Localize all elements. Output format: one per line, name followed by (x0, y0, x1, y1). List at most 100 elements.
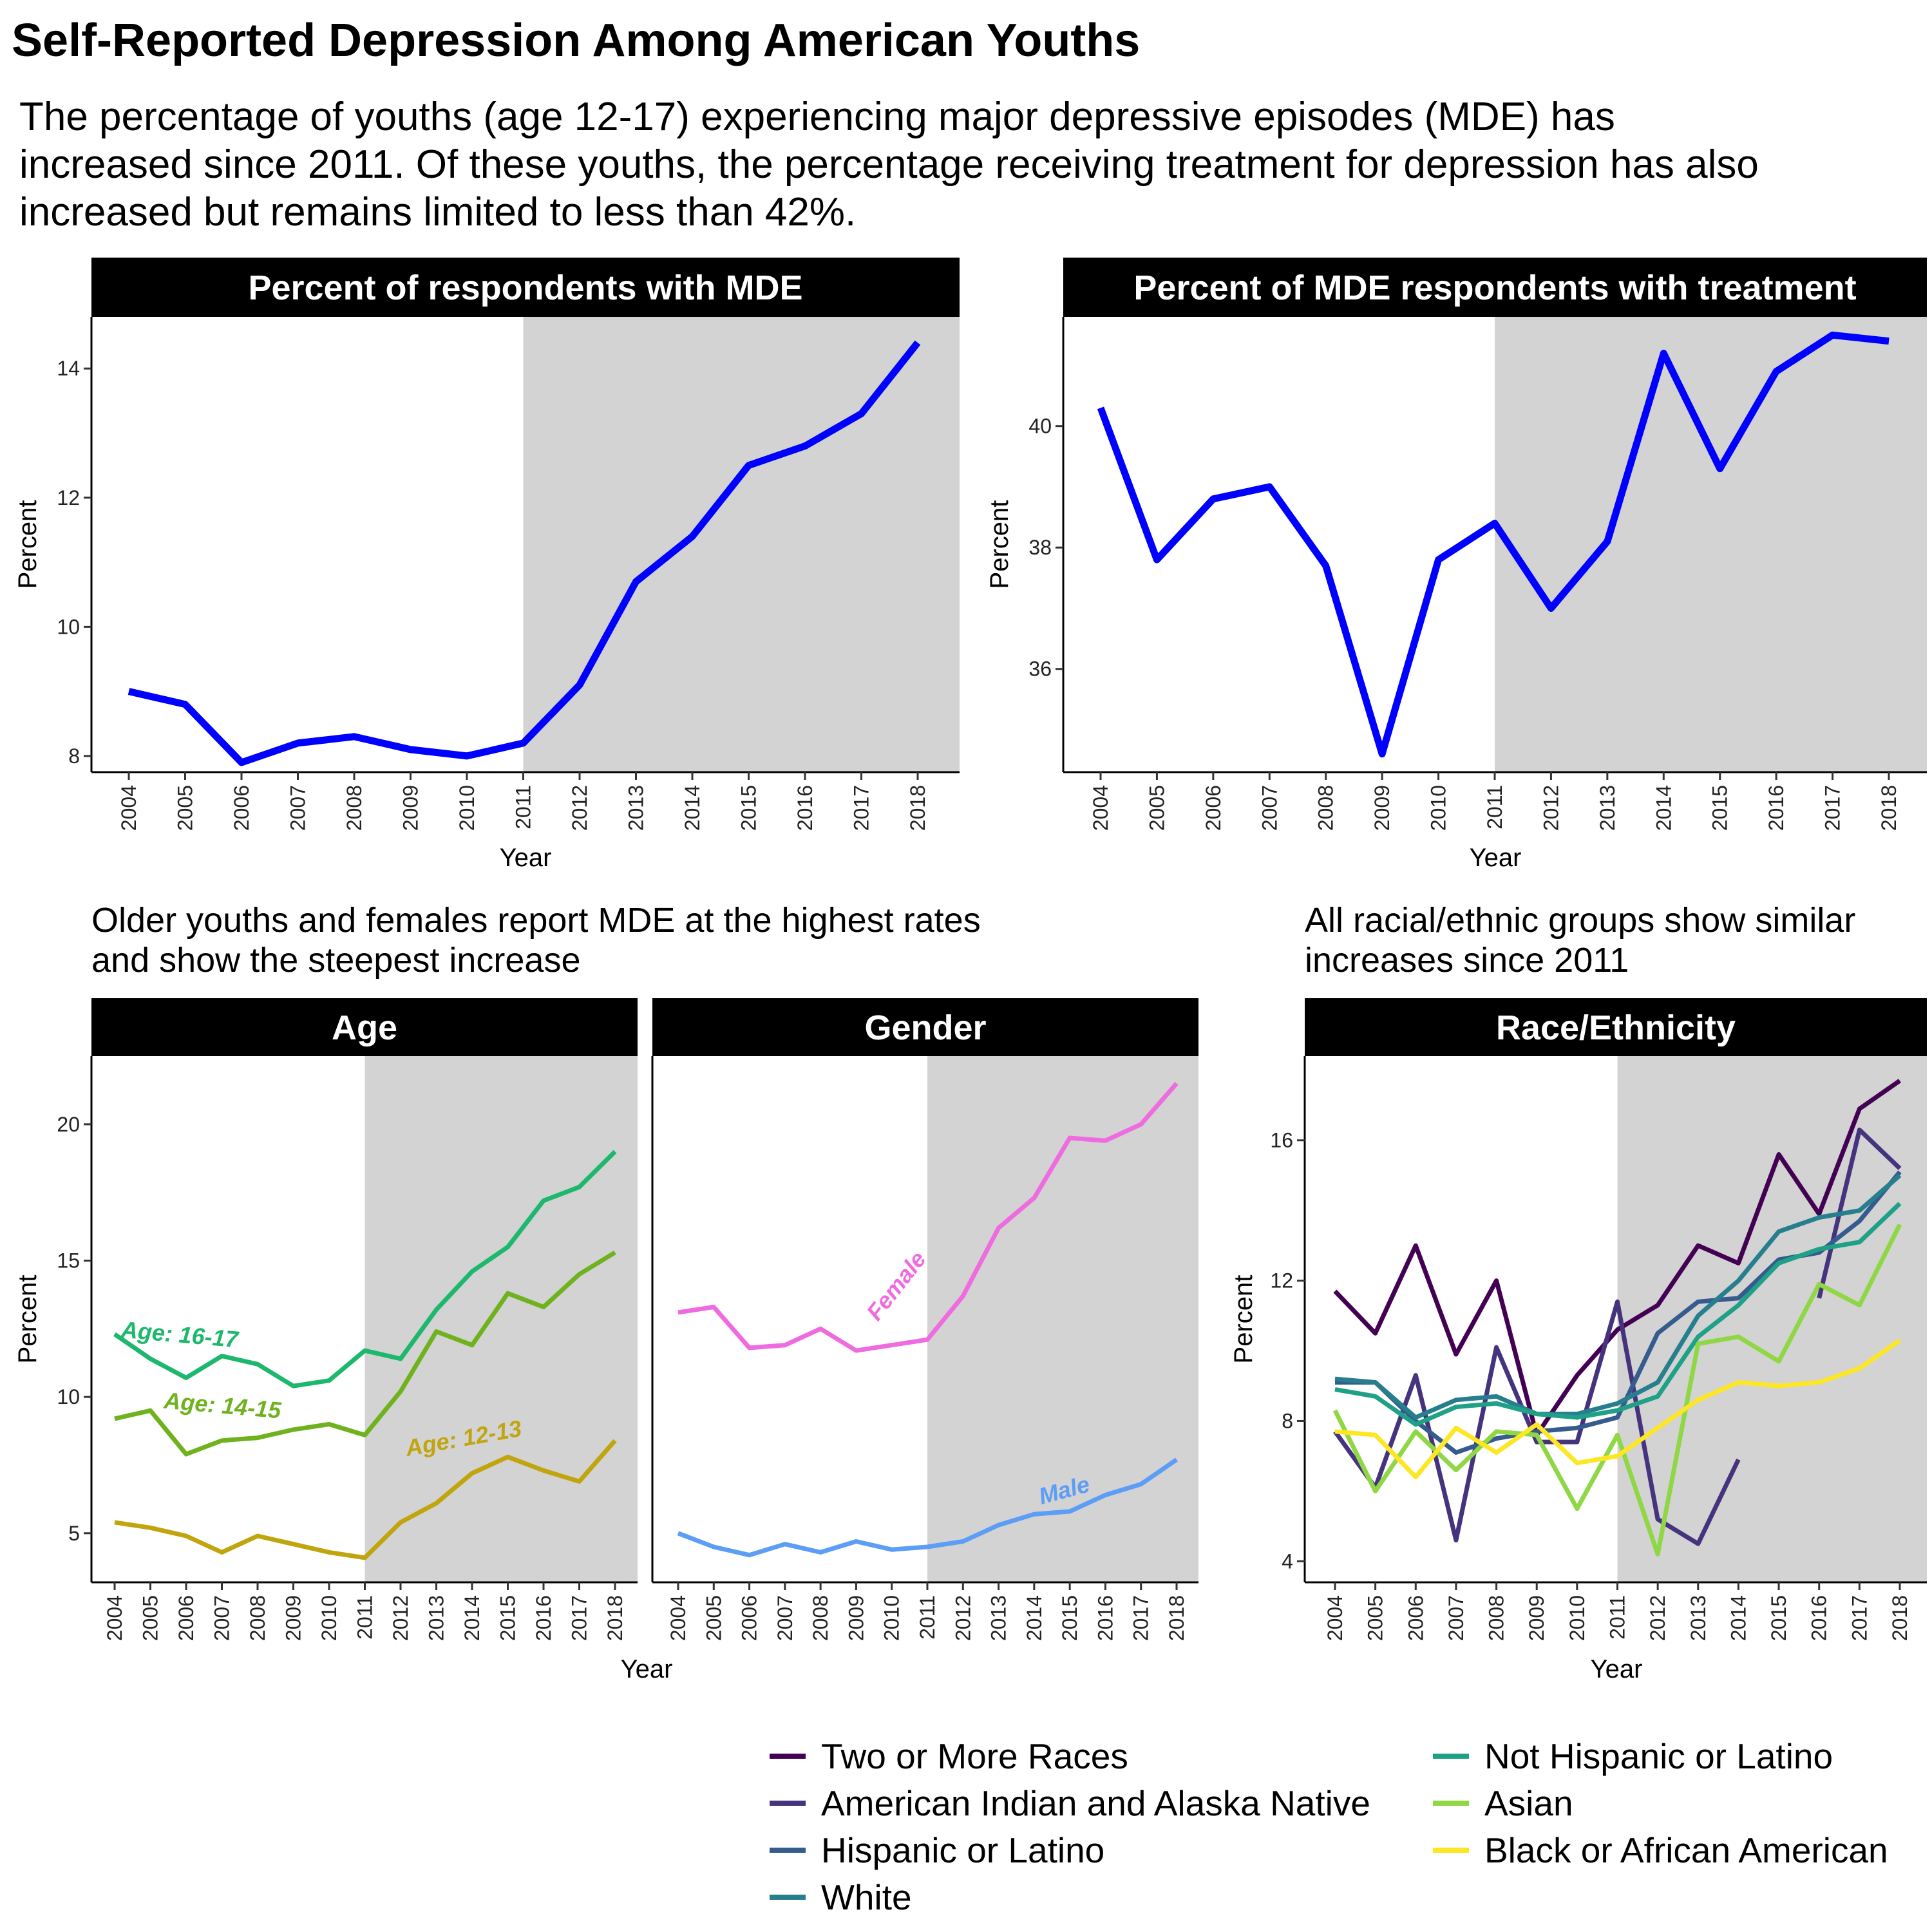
panel-title: Gender (864, 1009, 986, 1047)
series-line (114, 1439, 617, 1560)
y-tick-label: 5 (68, 1522, 80, 1545)
series-line (1334, 1338, 1902, 1480)
panel-race: Race/Ethnicity 4 8 12 16 2004 2005 2006 2007 2008… (1229, 998, 1927, 1683)
series-direct-label: Female (861, 1246, 931, 1325)
x-tick-label: 2016 (1808, 1595, 1831, 1641)
x-tick-label: 2005 (702, 1595, 725, 1641)
x-tick-label: 2006 (175, 1595, 198, 1641)
legend-label: American Indian and Alaska Native (821, 1783, 1370, 1823)
figure-subtitle: The percentage of youths (age 12-17) exp… (19, 93, 1919, 236)
series-line (1332, 1223, 1902, 1557)
series-direct-label: Age: 14-15 (162, 1387, 283, 1424)
series-direct-label: Age: 16-17 (120, 1316, 241, 1353)
x-tick-label: 2017 (1848, 1595, 1871, 1641)
x-tick-label: 2008 (809, 1595, 832, 1641)
series-line (113, 1150, 617, 1388)
x-tick-label: 2016 (532, 1595, 555, 1641)
x-tick-label: 2010 (1566, 1595, 1589, 1641)
caption-age-gender: Older youths and females report MDE at t… (91, 900, 981, 980)
x-tick-label: 2008 (343, 785, 366, 831)
x-tick-label: 2004 (1089, 785, 1112, 831)
x-tick-label: 2015 (497, 1595, 520, 1641)
x-tick-label: 2011 (916, 1595, 939, 1640)
x-tick-label: 2012 (1646, 1595, 1669, 1641)
x-tick-label: 2005 (174, 785, 197, 831)
y-tick-label: 4 (1282, 1549, 1293, 1573)
y-tick-label: 40 (1028, 415, 1052, 438)
series-line (1333, 1079, 1902, 1437)
x-tick-label: 2004 (117, 785, 140, 831)
panel-title: Race/Ethnicity (1496, 1009, 1736, 1047)
x-tick-label: 2010 (880, 1595, 904, 1641)
y-axis-title: Percent (1229, 1275, 1258, 1364)
x-tick-label: 2009 (1370, 785, 1394, 831)
x-tick-label: 2009 (282, 1595, 305, 1641)
subtitle-line: increased since 2011. Of these youths, t… (19, 142, 1759, 187)
x-tick-label: 2009 (1525, 1595, 1548, 1641)
legend-label: Two or More Races (821, 1736, 1128, 1776)
x-axis-title: Year (1470, 844, 1522, 872)
panel-gender: Gender 2004 2005 2006 2007 2008 2009 2010 2011 20… (621, 998, 1198, 1683)
x-tick-label: 2011 (1483, 785, 1506, 829)
x-tick-label: 2014 (681, 785, 704, 831)
caption-line: Older youths and females report MDE at t… (91, 901, 981, 940)
y-tick-label: 36 (1028, 658, 1052, 681)
y-axis-title: Percent (14, 1275, 42, 1364)
x-tick-label: 2008 (1485, 1595, 1508, 1641)
x-tick-label: 2015 (1767, 1595, 1790, 1641)
x-tick-label: 2017 (568, 1595, 591, 1641)
x-axis-title: Year (621, 1655, 673, 1683)
x-tick-label: 2006 (738, 1595, 761, 1641)
legend-label: Not Hispanic or Latino (1484, 1736, 1833, 1776)
panel-strip (1305, 998, 1927, 1056)
y-tick-label: 16 (1270, 1129, 1293, 1152)
figure-title: Self-Reported Depression Among American … (12, 15, 1141, 66)
subtitle-line: increased but remains limited to less th… (19, 190, 857, 234)
x-tick-label: 2014 (1727, 1595, 1750, 1641)
x-tick-label: 2013 (1596, 785, 1619, 831)
panel-mde: Percent of respondents with MDE 8 10 12 14 20… (14, 258, 960, 872)
x-tick-label: 2012 (1539, 785, 1562, 831)
series-line (1334, 1173, 1902, 1420)
x-axis-title: Year (500, 844, 552, 872)
y-tick-label: 12 (57, 486, 80, 509)
y-axis-title: Percent (14, 500, 42, 589)
x-tick-label: 2017 (1130, 1595, 1153, 1641)
x-tick-label: 2012 (951, 1595, 974, 1641)
x-tick-label: 2005 (1145, 785, 1168, 831)
x-tick-label: 2018 (1165, 1595, 1188, 1641)
panel-title: Age (332, 1009, 397, 1047)
x-axis-title: Year (1591, 1655, 1643, 1683)
shaded-period (1617, 1056, 1927, 1582)
panel-title: Percent of MDE respondents with treatmen… (1133, 269, 1856, 307)
x-tick-label: 2015 (1058, 1595, 1081, 1641)
x-tick-label: 2016 (1765, 785, 1788, 831)
shaded-period (1495, 317, 1927, 772)
series-line (677, 1457, 1178, 1558)
panel-strip (91, 998, 638, 1056)
y-tick-label: 10 (57, 1385, 80, 1408)
x-tick-label: 2015 (737, 785, 761, 831)
x-tick-label: 2008 (246, 1595, 269, 1641)
shaded-period (927, 1056, 1198, 1582)
x-tick-label: 2014 (1023, 1595, 1046, 1641)
y-tick-label: 20 (57, 1113, 80, 1136)
x-tick-label: 2010 (1427, 785, 1450, 831)
legend-label: White (821, 1877, 912, 1917)
subtitle-line: The percentage of youths (age 12-17) exp… (19, 95, 1615, 139)
panel-strip (91, 258, 960, 317)
series-line (1334, 1202, 1902, 1427)
x-tick-label: 2011 (512, 785, 535, 829)
x-tick-label: 2014 (1652, 785, 1675, 831)
x-tick-label: 2017 (850, 785, 873, 831)
series-line (677, 1082, 1179, 1353)
caption-race: All racial/ethnic groups show similar in… (1305, 900, 1855, 980)
y-tick-label: 12 (1270, 1269, 1293, 1293)
y-tick-label: 14 (57, 357, 80, 380)
legend-label: Hispanic or Latino (821, 1830, 1104, 1870)
x-tick-label: 2011 (354, 1595, 377, 1640)
x-tick-label: 2009 (399, 785, 422, 831)
shaded-period (365, 1056, 638, 1582)
x-tick-label: 2018 (1877, 785, 1900, 831)
